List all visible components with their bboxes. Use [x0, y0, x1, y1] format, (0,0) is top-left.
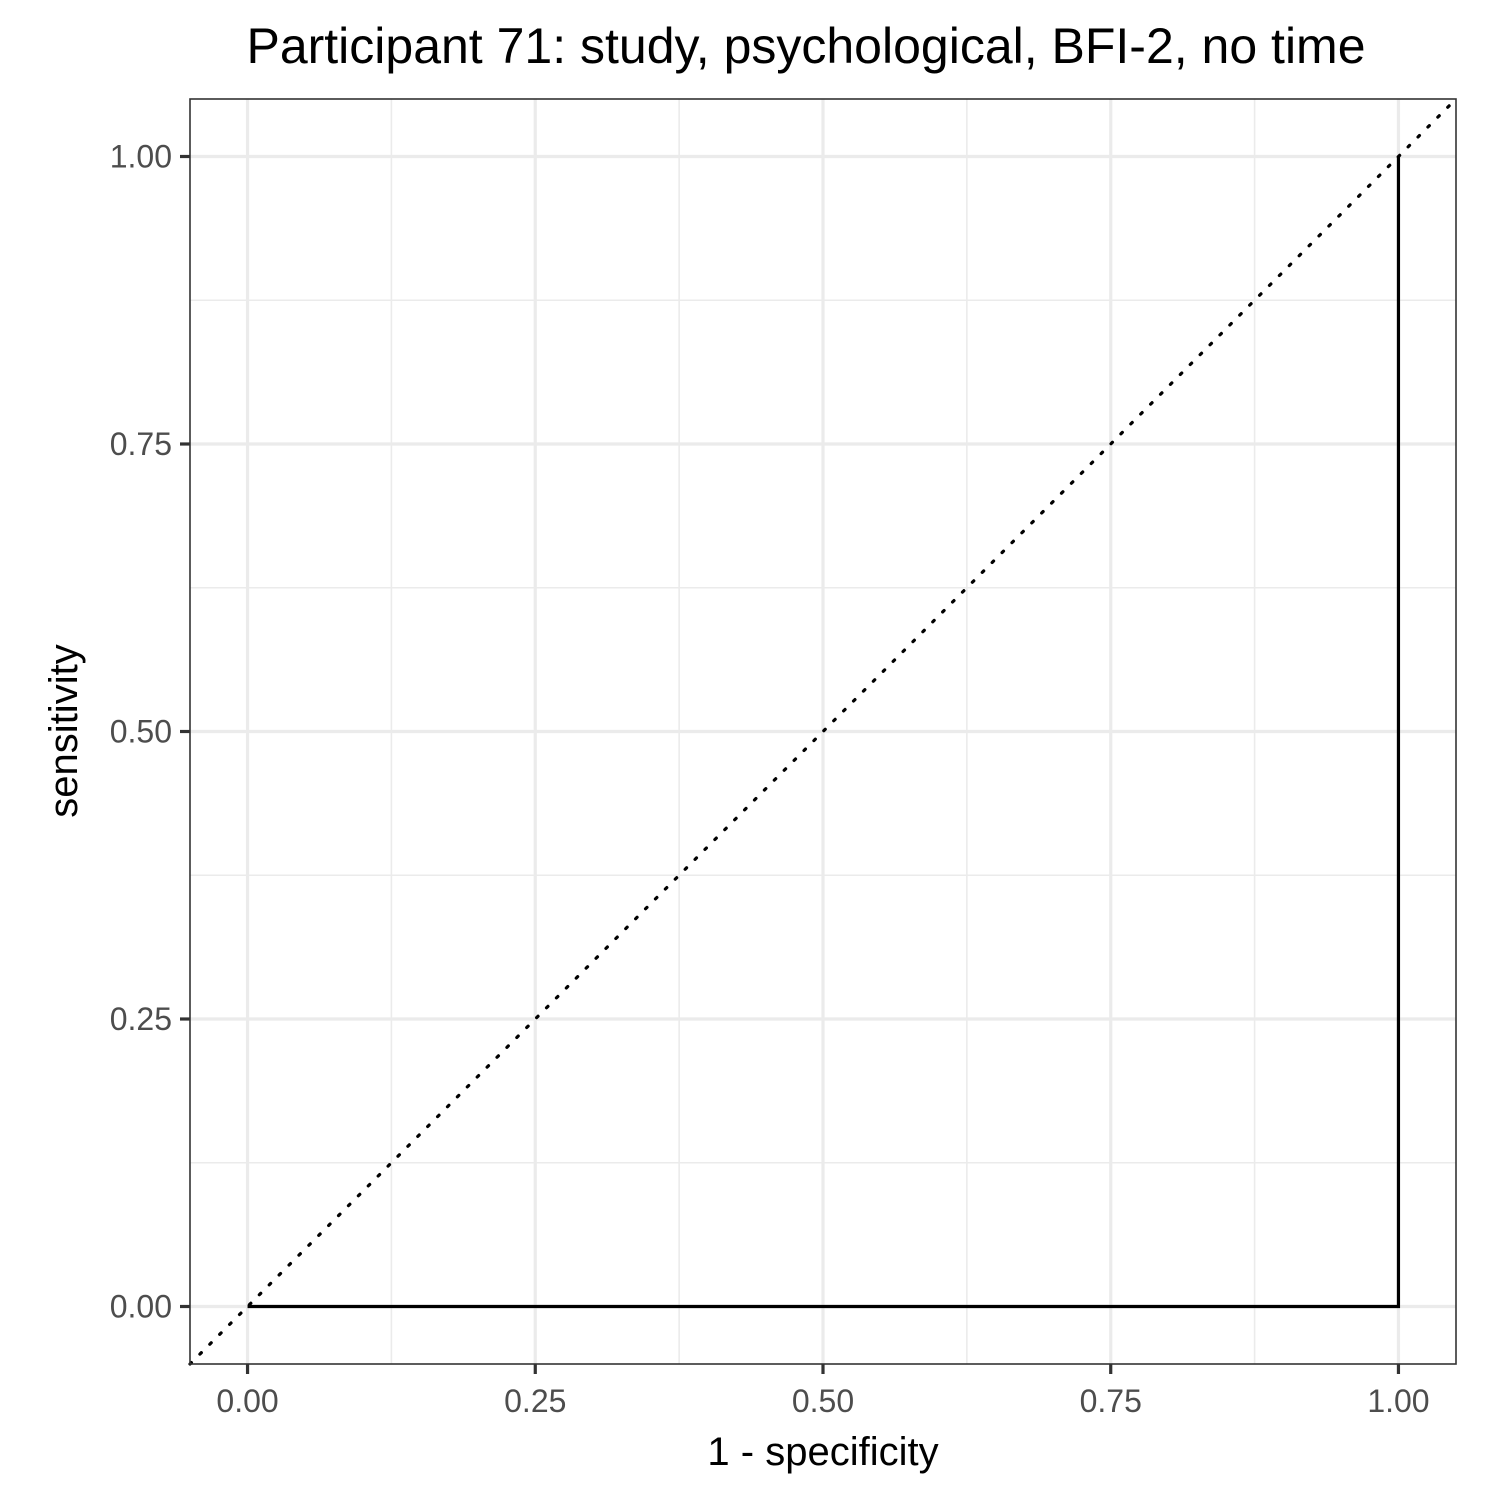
- y-axis: 0.00 0.25 0.50 0.75 1.00: [110, 139, 190, 1325]
- x-tick-label: 0.00: [216, 1383, 278, 1419]
- roc-curve: [247, 156, 1401, 1309]
- y-tick-label: 0.00: [110, 1289, 172, 1325]
- y-tick-label: 1.00: [110, 139, 172, 175]
- roc-series-line: [247, 156, 1401, 1309]
- x-tick-label: 0.50: [792, 1383, 854, 1419]
- x-tick-label: 0.75: [1080, 1383, 1142, 1419]
- x-tick-label: 1.00: [1367, 1383, 1429, 1419]
- x-tick-label: 0.25: [504, 1383, 566, 1419]
- y-tick-label: 0.50: [110, 714, 172, 750]
- reference-diagonal: [188, 97, 1458, 1366]
- reference-line: [188, 97, 1458, 1366]
- y-axis-title: sensitivity: [42, 644, 86, 817]
- x-axis: 0.00 0.25 0.50 0.75 1.00: [216, 1364, 1430, 1419]
- x-axis-title: 1 - specificity: [707, 1430, 938, 1474]
- y-tick-label: 0.75: [110, 426, 172, 462]
- y-tick-label: 0.25: [110, 1001, 172, 1037]
- chart-title: Participant 71: study, psychological, BF…: [246, 18, 1365, 74]
